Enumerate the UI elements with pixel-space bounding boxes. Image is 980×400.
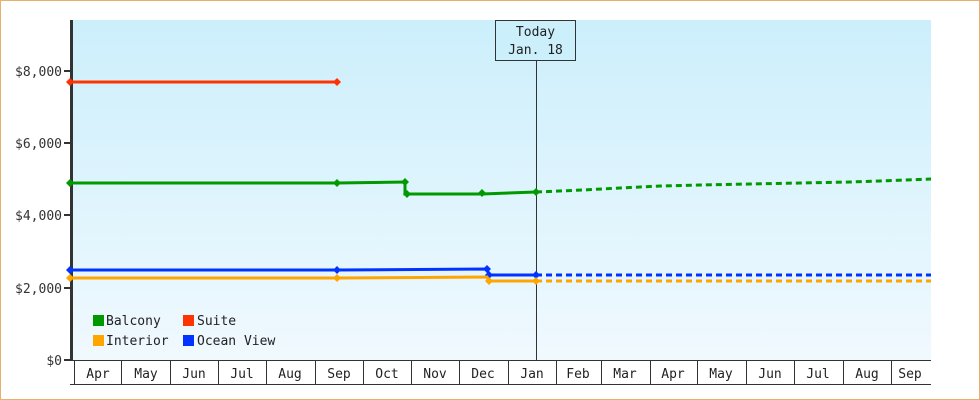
x-tick-label: Sep (327, 367, 351, 382)
x-tick-label: Jan (520, 367, 543, 382)
legend-item-suite[interactable]: Suite (183, 314, 236, 329)
x-tick-label: Oct (375, 367, 398, 382)
x-tick-label: Sep (898, 367, 922, 382)
y-tick-label: $4,000 (15, 209, 62, 224)
x-tick-label: Jul (806, 367, 829, 382)
x-axis: Apr May Jun Jul Aug Sep Oct Nov Dec Jan … (70, 360, 931, 385)
series-interior (66, 274, 931, 285)
x-tick-label: Apr (661, 367, 685, 382)
y-tick-label: $2,000 (15, 282, 62, 297)
y-axis-ticks: $0 $2,000 $4,000 $6,000 $8,000 (15, 65, 71, 369)
legend-label: Suite (197, 314, 236, 329)
x-tick-label: Dec (471, 367, 494, 382)
series-balcony (66, 177, 932, 198)
today-label: Today (516, 25, 555, 40)
today-date: Jan. 18 (508, 43, 563, 58)
legend-label: Balcony (106, 314, 161, 329)
x-tick-label: Mar (613, 367, 637, 382)
x-tick-label: Feb (566, 367, 590, 382)
interior-swatch-icon (93, 335, 104, 346)
x-tick-label: Aug (278, 367, 301, 382)
x-tick-label: Jun (182, 367, 205, 382)
x-tick-label: Apr (86, 367, 110, 382)
legend-item-balcony[interactable]: Balcony (93, 314, 161, 329)
x-tick-label: May (709, 367, 733, 382)
legend-item-ocean-view[interactable]: Ocean View (183, 334, 275, 349)
plot-area (72, 20, 931, 360)
legend-item-interior[interactable]: Interior (93, 334, 169, 349)
legend: Balcony Suite Interior Ocean View (93, 314, 275, 349)
ocean-view-swatch-icon (183, 335, 194, 346)
series-suite (66, 78, 341, 86)
x-tick-label: Nov (423, 367, 447, 382)
y-tick-label: $6,000 (15, 137, 62, 152)
x-tick-label: Jul (230, 367, 253, 382)
legend-label: Interior (106, 334, 169, 349)
series-ocean-view (66, 265, 931, 279)
suite-swatch-icon (183, 315, 194, 326)
balcony-swatch-icon (93, 315, 104, 326)
y-tick-label: $0 (46, 354, 62, 369)
legend-label: Ocean View (197, 334, 275, 349)
x-tick-label: Jun (758, 367, 781, 382)
y-tick-label: $8,000 (15, 65, 62, 80)
today-callout: Today Jan. 18 (495, 20, 576, 61)
x-tick-label: Aug (855, 367, 878, 382)
x-tick-label: May (134, 367, 158, 382)
